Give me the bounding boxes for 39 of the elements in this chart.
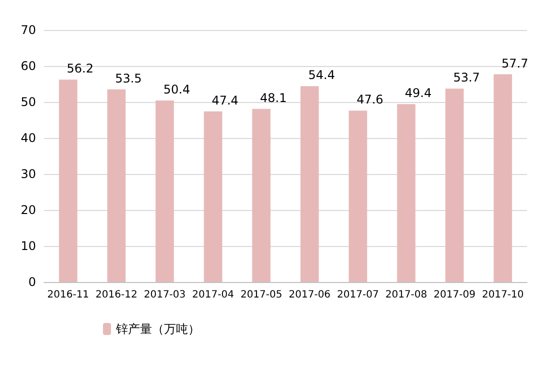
x-tick-label: 2017-05 <box>240 290 282 300</box>
y-tick-label: 50 <box>20 95 36 109</box>
y-tick-label: 10 <box>20 239 36 253</box>
x-tick-label: 2016-11 <box>47 290 90 300</box>
data-label: 53.7 <box>453 70 480 85</box>
bar <box>300 86 319 282</box>
bar <box>348 110 368 282</box>
data-label: 57.7 <box>501 56 528 70</box>
x-tick-label: 2017-06 <box>288 290 331 300</box>
bar <box>204 111 222 282</box>
bar <box>494 74 512 282</box>
data-label: 56.2 <box>66 62 94 76</box>
data-label: 47.6 <box>356 92 384 107</box>
x-tick-label: 2017-03 <box>144 290 186 300</box>
data-label: 54.4 <box>308 68 336 82</box>
x-tick-label: 2017-04 <box>192 290 234 300</box>
bar <box>107 89 126 282</box>
x-tick-label: 2017-10 <box>482 290 524 300</box>
bar <box>156 100 174 282</box>
x-tick-label: 2017-09 <box>434 290 476 300</box>
x-tick-label: 2017-07 <box>337 290 379 300</box>
bar <box>252 108 271 282</box>
y-tick-label: 60 <box>20 59 36 73</box>
y-tick-label: 40 <box>20 131 36 145</box>
data-label: 48.1 <box>260 90 287 105</box>
y-tick-label: 30 <box>20 167 36 181</box>
bar <box>397 104 416 282</box>
y-tick-label: 0 <box>28 275 36 289</box>
data-label: 47.4 <box>212 93 238 108</box>
bar <box>58 80 78 282</box>
data-label: 49.4 <box>404 86 432 100</box>
data-label: 50.4 <box>163 82 190 97</box>
legend-label: 锌产量（万吨） <box>115 322 200 336</box>
x-tick-label: 2016-12 <box>96 290 138 300</box>
bar <box>445 88 464 282</box>
x-tick-label: 2017-08 <box>385 290 428 300</box>
y-tick-label: 70 <box>20 23 36 37</box>
data-label: 53.5 <box>115 71 142 86</box>
y-tick-label: 20 <box>20 203 36 217</box>
